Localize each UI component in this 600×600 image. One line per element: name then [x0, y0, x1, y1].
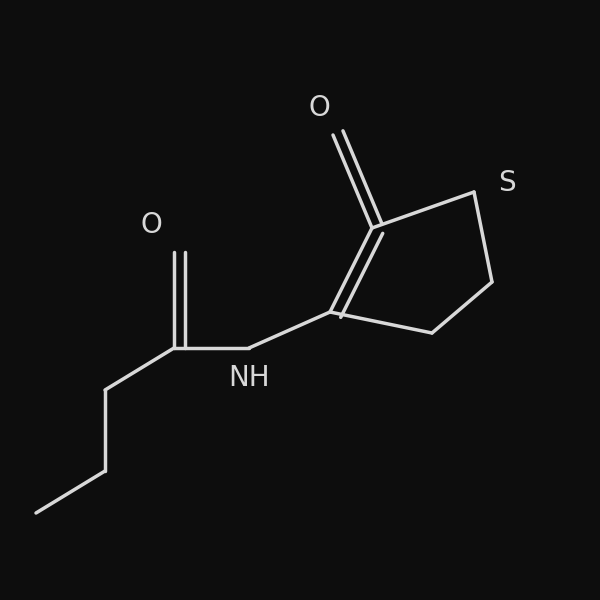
Text: S: S: [498, 169, 516, 197]
Text: NH: NH: [228, 364, 270, 392]
Text: O: O: [141, 211, 163, 239]
Text: O: O: [308, 94, 330, 122]
